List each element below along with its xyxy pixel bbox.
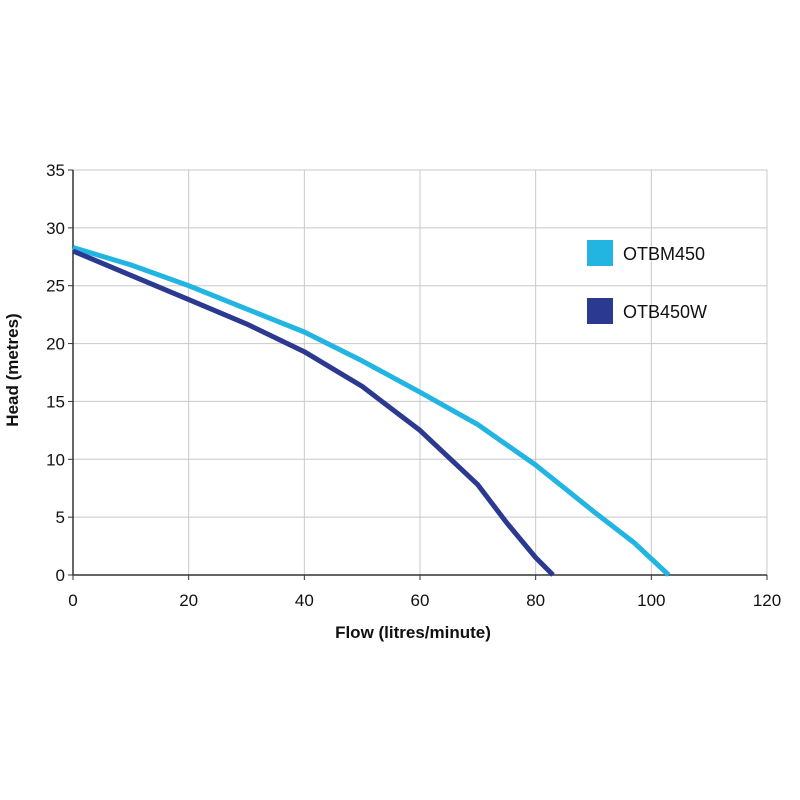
x-tick-label: 0 [68,591,77,610]
x-axis-title: Flow (litres/minute) [335,623,491,642]
axes [68,169,768,580]
legend-label-otb450w: OTB450W [623,302,707,322]
series-line-otb450w [72,248,555,577]
y-tick-label: 5 [56,508,65,527]
x-tick-label: 80 [526,591,545,610]
y-tick-label: 15 [46,392,65,411]
y-tick-label: 30 [46,219,65,238]
legend-label-otbm450: OTBM450 [623,244,705,264]
grid [72,169,768,576]
legend-swatch-otb450w [587,298,613,324]
y-tick-label: 10 [46,450,65,469]
legend: OTBM450 OTB450W [587,240,707,324]
x-tick-label: 40 [295,591,314,610]
x-tick-label: 60 [411,591,430,610]
x-tick-label: 100 [637,591,665,610]
series-lines [72,245,671,577]
y-tick-label: 35 [46,161,65,180]
y-axis-title: Head (metres) [3,313,22,426]
y-tick-label: 0 [56,566,65,585]
x-tick-labels: 0 20 40 60 80 100 120 [68,591,781,610]
x-tick-label: 20 [179,591,198,610]
y-tick-labels: 0 5 10 15 20 25 30 35 [46,161,65,585]
series-line-otbm450 [72,245,671,577]
x-tick-label: 120 [753,591,781,610]
y-tick-label: 20 [46,335,65,354]
legend-swatch-otbm450 [587,240,613,266]
y-tick-label: 25 [46,277,65,296]
